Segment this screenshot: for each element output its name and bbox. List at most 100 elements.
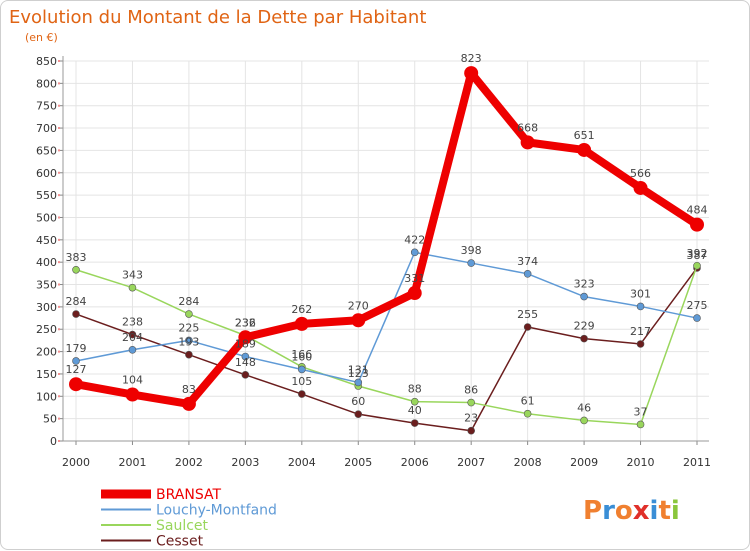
y-tick-label: 850 [36,55,57,68]
chart-title: Evolution du Montant de la Dette par Hab… [9,7,426,28]
data-point [298,390,306,398]
x-tick-label: 2011 [683,456,711,469]
x-tick-label: 2004 [288,456,316,469]
logo-letter: P [583,496,602,526]
data-label: 148 [235,356,256,369]
data-label: 83 [182,383,196,396]
data-point [693,314,701,322]
data-point [125,387,140,402]
data-point [298,365,306,374]
data-point [633,180,648,195]
chart-subtitle: (en €) [25,31,58,44]
data-point [467,426,475,435]
y-tick-label: 250 [36,323,57,336]
data-label: 343 [122,269,143,282]
data-label: 668 [517,121,538,134]
data-label: 105 [291,375,312,388]
data-label: 255 [517,308,538,321]
data-label: 131 [348,363,369,376]
data-label: 323 [574,278,595,291]
y-tick-label: 0 [50,435,57,448]
data-label: 301 [630,287,651,300]
x-tick-label: 2005 [344,456,372,469]
data-point [580,334,588,343]
data-point [636,340,645,348]
data-label: 422 [404,233,425,246]
data-label: 398 [461,244,482,257]
data-label: 166 [291,348,312,361]
grid [63,60,709,442]
logo-letter: x [633,496,650,526]
data-label: 383 [66,251,87,264]
data-point [72,310,80,318]
data-point [238,330,253,345]
data-label: 160 [291,350,312,363]
data-label: 392 [687,247,708,260]
data-point [241,352,250,361]
data-label: 236 [235,316,256,329]
y-tick-label: 650 [36,144,57,157]
data-point [72,357,80,365]
series-line-louchy-montfand [75,251,698,384]
data-point [185,336,193,345]
data-label: 232 [235,316,256,329]
data-label: 61 [521,395,535,408]
data-point [580,416,588,425]
data-point [354,378,363,387]
data-label: 484 [687,204,708,217]
logo-letter: t [658,496,670,526]
x-tick-label: 2002 [175,456,203,469]
data-label: 225 [178,321,199,334]
data-label: 88 [408,383,422,396]
data-label: 60 [351,395,365,408]
data-point [520,135,535,150]
data-label: 270 [348,299,369,312]
data-label: 651 [574,129,595,142]
x-tick-label: 2009 [570,456,598,469]
data-label: 284 [178,295,199,308]
data-point [580,292,588,301]
y-tick-label: 200 [36,346,57,359]
data-label: 189 [235,338,256,351]
data-point [523,409,532,418]
data-label: 229 [574,320,595,333]
data-label: 23 [464,412,478,425]
logo-letter: i [671,496,680,526]
data-point [410,419,419,427]
data-label: 374 [517,255,538,268]
logo-letter: i [650,496,659,526]
data-label: 275 [687,299,708,312]
y-tick-label: 400 [36,256,57,269]
data-label: 284 [66,295,87,308]
y-tick-label: 150 [36,368,57,381]
data-point [185,310,193,318]
data-label: 37 [634,405,648,418]
y-tick-label: 550 [36,189,57,202]
x-tick-label: 2010 [627,456,655,469]
x-tick-label: 2000 [62,456,90,469]
data-point [181,396,196,411]
data-label: 127 [66,363,87,376]
data-point [410,248,419,257]
series-line-bransat [75,69,700,408]
data-label: 823 [461,52,482,65]
data-label: 40 [408,404,422,417]
x-tick-label: 2001 [118,456,146,469]
data-point [185,350,193,359]
x-tick-label: 2003 [231,456,259,469]
proxiti-logo: Proxiti [583,496,680,526]
data-point [464,66,479,81]
legend-label: Saulcet [156,518,209,534]
y-tick-label: 300 [36,301,57,314]
data-label: 193 [178,336,199,349]
y-tick-label: 600 [36,167,57,180]
legend-label: Louchy-Montfand [156,503,277,519]
data-point [354,410,363,418]
data-point [690,217,704,232]
data-point [72,265,80,274]
data-point [693,261,701,270]
data-point [467,259,475,267]
series-line-cesset [75,267,698,432]
data-point [577,142,592,157]
